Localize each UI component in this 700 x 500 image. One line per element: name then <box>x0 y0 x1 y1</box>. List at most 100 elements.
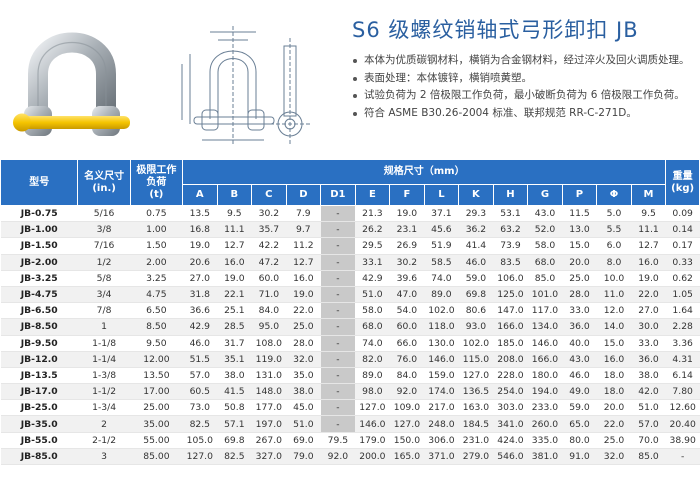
table-cell: 60.5 <box>182 383 218 401</box>
table-row: JB-25.0 1-3/4 25.00 73.0 50.8 177.0 45.0-127.0… <box>0 399 700 417</box>
table-cell: 0.33 <box>665 254 700 271</box>
table-cell: - <box>320 237 356 255</box>
table-cell: 208.0 <box>493 351 528 368</box>
table-cell: 6.0 <box>596 237 632 255</box>
table-cell: 166.0 <box>493 318 528 336</box>
table-cell: 267.0 <box>251 432 287 449</box>
table-cell: 51.5 <box>182 351 218 368</box>
table-cell: 19.0 <box>389 205 425 223</box>
table-cell: 42.9 <box>182 318 218 336</box>
table-cell: 38.0 <box>286 383 321 401</box>
table-cell: 7.9 <box>286 205 321 223</box>
table-cell: 46.0 <box>562 367 597 385</box>
table-cell: 1.05 <box>665 286 700 304</box>
spec-table: 型号 名义尺寸 (in.) 极限工作 负荷 (t) 规格尺寸（mm） 重量 (k… <box>0 159 700 466</box>
table-cell: 27.0 <box>182 270 218 287</box>
table-cell: 60.0 <box>251 270 287 287</box>
spec-table-body: JB-0.75 5/16 0.75 13.5 9.5 30.2 7.9-21.3 19.0 37… <box>0 205 700 466</box>
table-cell: 59.0 <box>562 399 597 417</box>
table-cell: 159.0 <box>424 367 459 385</box>
table-cell: 37.1 <box>424 205 459 223</box>
table-cell: 38.90 <box>665 432 700 449</box>
table-cell: 98.0 <box>355 383 390 401</box>
cell-model: JB-17.0 <box>0 383 78 401</box>
header-dimensions: 规格尺寸（mm） <box>182 159 667 185</box>
table-cell: 12.7 <box>217 237 252 255</box>
table-cell: - <box>320 254 356 271</box>
table-cell: 16.0 <box>596 351 632 368</box>
cell-model: JB-85.0 <box>0 448 78 466</box>
table-cell: 51.0 <box>286 415 321 433</box>
table-cell: 35.7 <box>251 221 287 239</box>
table-cell: 1.00 <box>130 221 183 239</box>
table-cell: 16.0 <box>631 254 666 271</box>
table-cell: 49.0 <box>562 383 597 401</box>
table-cell: 50.8 <box>217 399 252 417</box>
table-cell: 424.0 <box>493 432 528 449</box>
table-cell: 82.5 <box>217 448 252 466</box>
table-row: JB-3.25 5/8 3.25 27.0 19.0 60.0 16.0-42.9 39.6 7… <box>0 270 700 287</box>
table-cell: 381.0 <box>527 448 563 466</box>
table-cell: 57.1 <box>217 415 252 433</box>
cell-model: JB-3.25 <box>0 270 78 287</box>
table-cell: 13.50 <box>130 367 183 385</box>
table-cell: 35.00 <box>130 415 183 433</box>
table-cell: 371.0 <box>424 448 459 466</box>
table-cell: 43.0 <box>527 205 563 223</box>
table-cell: 9.7 <box>286 221 321 239</box>
table-cell: 20.40 <box>665 415 700 433</box>
table-cell: 47.0 <box>389 286 425 304</box>
table-cell: 16.0 <box>217 254 252 271</box>
table-cell: 79.0 <box>286 448 321 466</box>
table-cell: 117.0 <box>527 302 563 320</box>
table-cell: 127.0 <box>389 415 425 433</box>
table-cell: 41.4 <box>458 237 494 255</box>
table-cell: 51.0 <box>631 399 666 417</box>
table-cell: 546.0 <box>493 448 528 466</box>
table-cell: 42.2 <box>251 237 287 255</box>
header-nominal-size: 名义尺寸 (in.) <box>77 159 131 206</box>
table-cell: 8.0 <box>596 254 632 271</box>
table-cell: 89.0 <box>355 367 390 385</box>
table-cell: 109.0 <box>389 399 425 417</box>
table-cell: 19.0 <box>631 270 666 287</box>
table-cell: 150.0 <box>389 432 425 449</box>
table-cell: 14.0 <box>596 318 632 336</box>
table-cell: 30.2 <box>389 254 425 271</box>
table-cell: 231.0 <box>458 432 494 449</box>
table-cell: 0.09 <box>665 205 700 223</box>
table-cell: 33.0 <box>631 335 666 352</box>
table-cell: 118.0 <box>424 318 459 336</box>
table-cell: 127.0 <box>182 448 218 466</box>
table-cell: 74.0 <box>424 270 459 287</box>
table-cell: 55.00 <box>130 432 183 449</box>
table-cell: 22.0 <box>596 415 632 433</box>
table-row: JB-13.5 1-3/8 13.50 57.0 38.0 131.0 35.0-89.0 8… <box>0 367 700 385</box>
table-cell: 95.0 <box>251 318 287 336</box>
table-cell: 36.6 <box>182 302 218 320</box>
table-cell: 147.0 <box>493 302 528 320</box>
table-cell: 197.0 <box>251 415 287 433</box>
table-cell: 89.0 <box>424 286 459 304</box>
table-cell: 0.17 <box>665 237 700 255</box>
table-cell: 66.0 <box>389 335 425 352</box>
table-cell: 303.0 <box>493 399 528 417</box>
table-cell: 22.1 <box>217 286 252 304</box>
table-cell: 20.0 <box>562 254 597 271</box>
header-dim-6: F <box>389 184 425 206</box>
table-cell: 21.3 <box>355 205 390 223</box>
table-cell: - <box>320 318 356 336</box>
table-cell: 0.75 <box>130 205 183 223</box>
table-cell: 80.6 <box>458 302 494 320</box>
table-cell: 130.0 <box>424 335 459 352</box>
table-cell: 43.0 <box>562 351 597 368</box>
table-cell: 57.0 <box>631 415 666 433</box>
table-cell: 36.0 <box>562 318 597 336</box>
table-cell: 74.0 <box>355 335 390 352</box>
table-cell: 45.0 <box>286 399 321 417</box>
table-cell: 11.1 <box>217 221 252 239</box>
table-cell: 79.5 <box>320 432 356 449</box>
header-dim-7: L <box>423 184 460 206</box>
table-row: JB-0.75 5/16 0.75 13.5 9.5 30.2 7.9-21.3 19.0 37… <box>0 205 700 223</box>
table-cell: 58.0 <box>355 302 390 320</box>
